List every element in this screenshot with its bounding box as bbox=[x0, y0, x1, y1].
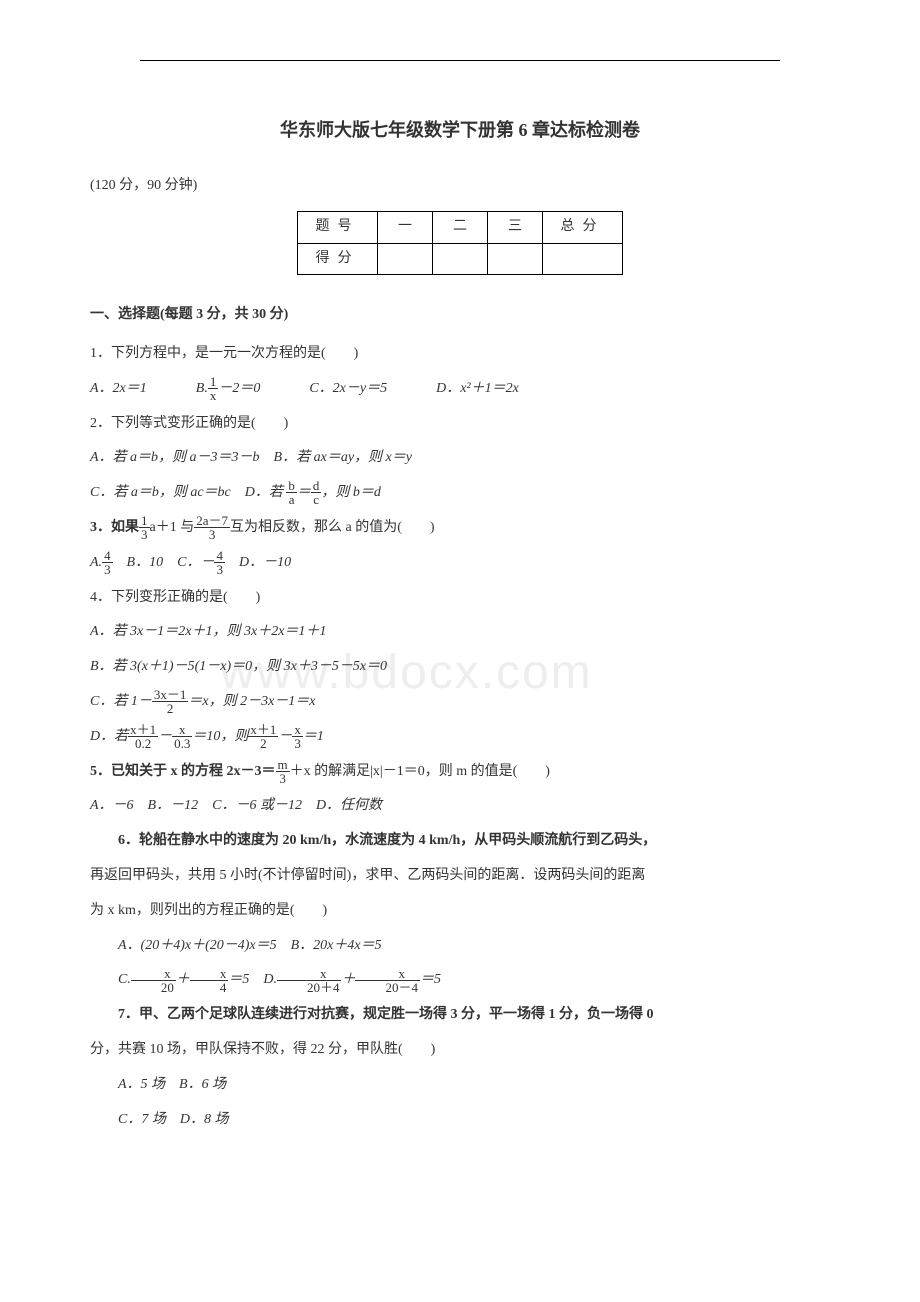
fraction: x0.3 bbox=[172, 723, 192, 750]
option-b-pre: B. bbox=[196, 381, 208, 396]
header-cell: 总分 bbox=[543, 212, 623, 243]
score-cell bbox=[378, 243, 433, 274]
question-stem: 1．下列方程中，是一元一次方程的是( ) bbox=[90, 339, 830, 370]
option-post: ＝5 bbox=[420, 972, 441, 987]
question-stem: 分，共赛 10 场，甲队保持不败，得 22 分，甲队胜( ) bbox=[90, 1035, 830, 1066]
question-options: C．若 a＝b，则 ac＝bc D．若 ba＝dc，则 b＝d bbox=[90, 478, 830, 509]
fraction: dc bbox=[311, 479, 322, 506]
fraction: 43 bbox=[102, 549, 113, 576]
stem-pre: 5．已知关于 x 的方程 2x－3＝ bbox=[90, 764, 276, 779]
question-stem: 3．如果13a＋1 与2a－73互为相反数，那么 a 的值为( ) bbox=[90, 513, 830, 544]
question-stem: 再返回甲码头，共用 5 小时(不计停留时间)，求甲、乙两码头间的距离．设两码头间… bbox=[90, 861, 830, 892]
score-table: 题号 一 二 三 总分 得分 bbox=[297, 211, 623, 275]
fraction: 1x bbox=[208, 375, 219, 402]
minus: － bbox=[158, 729, 172, 744]
section-header: 一、选择题(每题 3 分，共 30 分) bbox=[90, 300, 830, 331]
page-top-rule bbox=[140, 60, 780, 61]
fraction: x3 bbox=[292, 723, 303, 750]
option-c-post: ，则 b＝d bbox=[321, 485, 381, 500]
fraction: x20－4 bbox=[355, 967, 420, 994]
option-c-post: ＝x，则 2－3x－1＝x bbox=[188, 694, 315, 709]
question-options: C．若 1－3x－12＝x，则 2－3x－1＝x bbox=[90, 687, 830, 718]
fraction: x4 bbox=[190, 967, 229, 994]
fraction: x20 bbox=[131, 967, 176, 994]
question-options: B．若 3(x＋1)－5(1－x)＝0，则 3x＋3－5－5x＝0 bbox=[90, 652, 830, 683]
question-stem: 4．下列变形正确的是( ) bbox=[90, 583, 830, 614]
question-options: A．若 a＝b，则 a－3＝3－b B．若 ax＝ay，则 x＝y bbox=[90, 443, 830, 474]
option-d-pre: D．若 bbox=[90, 729, 128, 744]
fraction: 13 bbox=[139, 514, 150, 541]
question-options: A.43 B．10 C．－43 D．－10 bbox=[90, 548, 830, 579]
option-d: D．－10 bbox=[225, 555, 291, 570]
fraction: x20＋4 bbox=[277, 967, 342, 994]
fraction: ba bbox=[286, 479, 297, 506]
option-b: B．10 C．－ bbox=[113, 555, 215, 570]
fraction: 43 bbox=[214, 549, 225, 576]
header-cell: 题号 bbox=[298, 212, 378, 243]
stem-post: ＋x 的解满足|x|－1＝0，则 m 的值是( ) bbox=[290, 764, 550, 779]
option-b-post: －2＝0 bbox=[218, 381, 260, 396]
option-c-pre: C．若 1－ bbox=[90, 694, 152, 709]
equals: ＝ bbox=[297, 485, 311, 500]
question-stem: 5．已知关于 x 的方程 2x－3＝m3＋x 的解满足|x|－1＝0，则 m 的… bbox=[90, 757, 830, 788]
fraction: 2a－73 bbox=[194, 514, 230, 541]
question-stem: 2．下列等式变形正确的是( ) bbox=[90, 409, 830, 440]
question-options: A．若 3x－1＝2x＋1，则 3x＋2x＝1＋1 bbox=[90, 617, 830, 648]
stem-post: 互为相反数，那么 a 的值为( ) bbox=[230, 520, 435, 535]
plus: ＋ bbox=[341, 972, 355, 987]
option-c-pre: C．若 a＝b，则 ac＝bc D．若 bbox=[90, 485, 283, 500]
score-cell bbox=[488, 243, 543, 274]
header-cell: 一 bbox=[378, 212, 433, 243]
header-cell: 三 bbox=[488, 212, 543, 243]
stem-pre: 3．如果 bbox=[90, 520, 139, 535]
option-a: A．2x＝1 bbox=[90, 381, 147, 396]
fraction: 3x－12 bbox=[152, 688, 189, 715]
label-cell: 得分 bbox=[298, 243, 378, 274]
stem-line1: 7．甲、乙两个足球队连续进行对抗赛，规定胜一场得 3 分，平一场得 1 分，负一… bbox=[118, 1007, 654, 1022]
table-row: 得分 bbox=[298, 243, 623, 274]
plus: ＋ bbox=[176, 972, 190, 987]
question-options: A．(20＋4)x＋(20－4)x＝5 B．20x＋4x＝5 bbox=[90, 931, 830, 962]
question-stem: 为 x km，则列出的方程正确的是( ) bbox=[90, 896, 830, 927]
mid: ＝10，则 bbox=[192, 729, 248, 744]
header-cell: 二 bbox=[433, 212, 488, 243]
exam-info: (120 分，90 分钟) bbox=[90, 171, 830, 202]
document-content: 华东师大版七年级数学下册第 6 章达标检测卷 (120 分，90 分钟) 题号 … bbox=[90, 111, 830, 1135]
score-cell bbox=[433, 243, 488, 274]
question-options: A．2x＝1 B.1x－2＝0 C．2x－y＝5 D．x²＋1＝2x bbox=[90, 374, 830, 405]
option-d: D．x²＋1＝2x bbox=[436, 381, 519, 396]
question-options: A．5 场 B．6 场 bbox=[90, 1070, 830, 1101]
option-d-post: ＝1 bbox=[303, 729, 324, 744]
score-cell bbox=[543, 243, 623, 274]
minus: － bbox=[278, 729, 292, 744]
table-row: 题号 一 二 三 总分 bbox=[298, 212, 623, 243]
question-options: A．－6 B．－12 C．－6 或－12 D．任何数 bbox=[90, 791, 830, 822]
option-c-pre: C. bbox=[118, 972, 131, 987]
stem-mid: a＋1 与 bbox=[150, 520, 195, 535]
mid: ＝5 D. bbox=[228, 972, 277, 987]
fraction: x＋10.2 bbox=[128, 723, 158, 750]
question-options: D．若x＋10.2－x0.3＝10，则x＋12－x3＝1 bbox=[90, 722, 830, 753]
page-title: 华东师大版七年级数学下册第 6 章达标检测卷 bbox=[90, 111, 830, 151]
question-options: C.x20＋x4＝5 D.x20＋4＋x20－4＝5 bbox=[90, 965, 830, 996]
question-options: C．7 场 D．8 场 bbox=[90, 1105, 830, 1136]
question-stem: 6．轮船在静水中的速度为 20 km/h，水流速度为 4 km/h，从甲码头顺流… bbox=[90, 826, 830, 857]
option-c: C．2x－y＝5 bbox=[309, 381, 387, 396]
fraction: x＋12 bbox=[248, 723, 278, 750]
fraction: m3 bbox=[276, 758, 290, 785]
question-stem: 7．甲、乙两个足球队连续进行对抗赛，规定胜一场得 3 分，平一场得 1 分，负一… bbox=[90, 1000, 830, 1031]
stem-line1: 6．轮船在静水中的速度为 20 km/h，水流速度为 4 km/h，从甲码头顺流… bbox=[118, 833, 656, 848]
option-a-pre: A. bbox=[90, 555, 102, 570]
